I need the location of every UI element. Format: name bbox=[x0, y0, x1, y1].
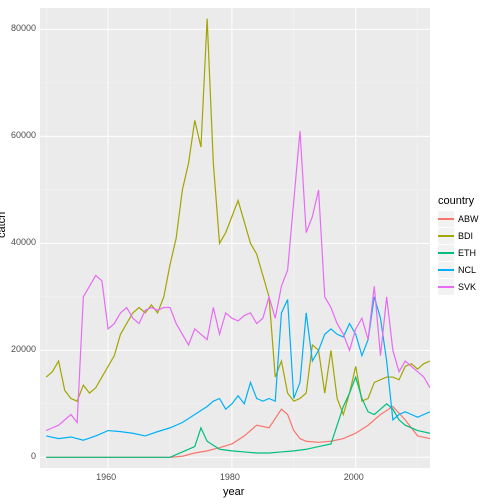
legend-label: BDI bbox=[458, 231, 473, 241]
legend-item-NCL: NCL bbox=[438, 262, 479, 278]
legend-key bbox=[438, 211, 454, 227]
legend-item-BDI: BDI bbox=[438, 228, 479, 244]
x-tick-label: 2000 bbox=[344, 472, 364, 482]
legend-key bbox=[438, 279, 454, 295]
legend-key bbox=[438, 228, 454, 244]
y-tick-label: 60000 bbox=[11, 130, 36, 140]
legend-item-SVK: SVK bbox=[438, 279, 479, 295]
legend-label: SVK bbox=[458, 282, 476, 292]
y-tick-label: 20000 bbox=[11, 344, 36, 354]
x-axis-title: year bbox=[223, 486, 244, 498]
legend-item-ABW: ABW bbox=[438, 211, 479, 227]
legend: country ABW BDI ETH NCL SVK bbox=[438, 195, 479, 296]
legend-label: ABW bbox=[458, 214, 479, 224]
legend-key bbox=[438, 245, 454, 261]
y-tick-label: 80000 bbox=[11, 23, 36, 33]
chart-container: 0 20000 40000 60000 80000 1960 1980 2000 catch… bbox=[0, 0, 504, 504]
legend-title: country bbox=[438, 195, 479, 207]
legend-label: ETH bbox=[458, 248, 476, 258]
legend-item-ETH: ETH bbox=[438, 245, 479, 261]
y-axis-title: catch bbox=[0, 212, 8, 238]
y-tick-label: 0 bbox=[31, 451, 36, 461]
y-tick-label: 40000 bbox=[11, 237, 36, 247]
x-tick-label: 1980 bbox=[220, 472, 240, 482]
plot-panel bbox=[40, 8, 430, 468]
legend-key bbox=[438, 262, 454, 278]
x-tick-label: 1960 bbox=[96, 472, 116, 482]
legend-label: NCL bbox=[458, 265, 476, 275]
